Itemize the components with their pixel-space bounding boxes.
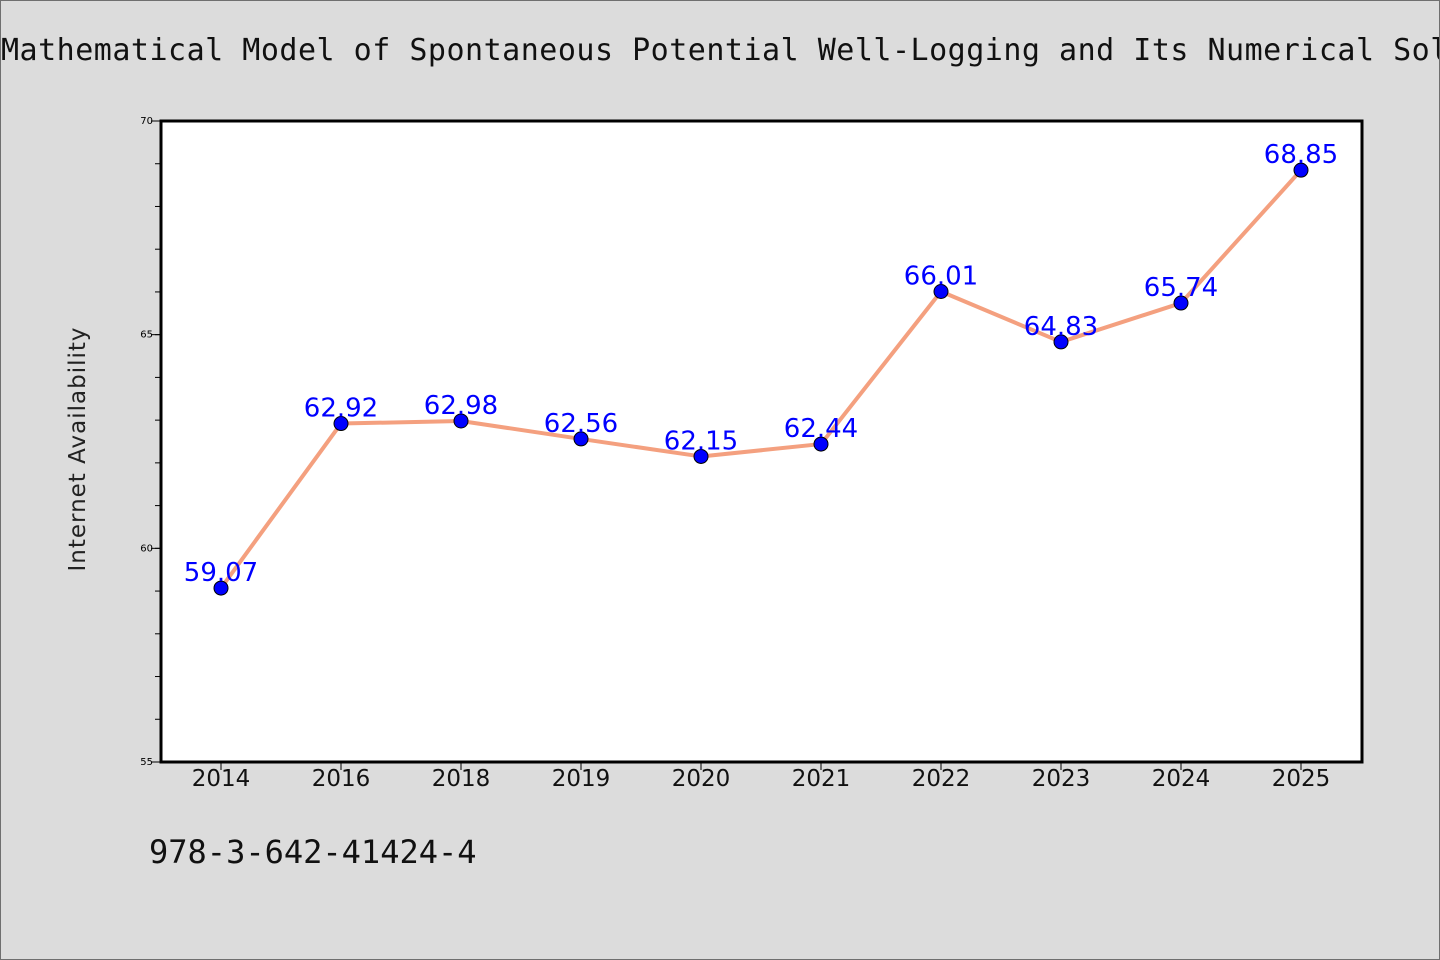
plot-frame bbox=[159, 119, 1364, 764]
x-tick-label: 2024 bbox=[1152, 766, 1211, 792]
chart-title: Mathematical Model of Spontaneous Potent… bbox=[1, 33, 1440, 68]
data-point bbox=[1173, 295, 1189, 311]
data-point bbox=[573, 431, 589, 447]
x-tick-label: 2023 bbox=[1032, 766, 1091, 792]
data-point bbox=[333, 416, 349, 432]
data-label: 62.44 bbox=[784, 414, 858, 444]
y-tick-label: 70 bbox=[140, 116, 153, 127]
x-tick-label: 2018 bbox=[432, 766, 491, 792]
series-markers bbox=[213, 162, 1309, 596]
y-tick-label: 65 bbox=[140, 330, 153, 341]
x-tick-label: 2020 bbox=[672, 766, 731, 792]
data-label: 66.01 bbox=[904, 262, 978, 292]
x-tick-label: 2022 bbox=[912, 766, 971, 792]
isbn-text: 978-3-642-41424-4 bbox=[149, 833, 477, 871]
data-label: 62.98 bbox=[424, 391, 498, 421]
x-tick-label: 2025 bbox=[1272, 766, 1331, 792]
data-point bbox=[453, 413, 469, 429]
data-point bbox=[813, 436, 829, 452]
y-tick-label: 60 bbox=[140, 543, 153, 554]
data-label: 62.92 bbox=[304, 394, 378, 424]
data-label: 62.15 bbox=[664, 426, 738, 456]
data-labels: 59.07 62.92 62.98 62.56 62.15 62.44 66.01 64.83… bbox=[184, 140, 1338, 588]
y-axis-ticks: 55 60 65 70 bbox=[140, 116, 161, 768]
y-tick-label: 55 bbox=[140, 757, 153, 768]
x-tick-label: 2021 bbox=[792, 766, 851, 792]
data-point bbox=[213, 580, 229, 596]
data-label: 65.74 bbox=[1144, 273, 1218, 303]
data-point bbox=[933, 284, 949, 300]
x-tick-label: 2019 bbox=[552, 766, 611, 792]
y-axis-title: Internet Availability bbox=[65, 326, 91, 571]
data-point bbox=[693, 448, 709, 464]
x-axis-ticks: 2014 2016 2018 2019 2020 2021 2022 2023 2024 2025 bbox=[192, 762, 1331, 792]
x-tick-label: 2014 bbox=[192, 766, 251, 792]
data-label: 62.56 bbox=[544, 409, 618, 439]
data-label: 59.07 bbox=[184, 558, 258, 588]
data-label: 68.85 bbox=[1264, 140, 1338, 170]
data-point bbox=[1293, 162, 1309, 178]
data-point bbox=[1053, 334, 1069, 350]
x-tick-label: 2016 bbox=[312, 766, 371, 792]
plot-area bbox=[161, 121, 1362, 762]
series-line bbox=[219, 168, 1303, 591]
data-label: 64.83 bbox=[1024, 312, 1098, 342]
